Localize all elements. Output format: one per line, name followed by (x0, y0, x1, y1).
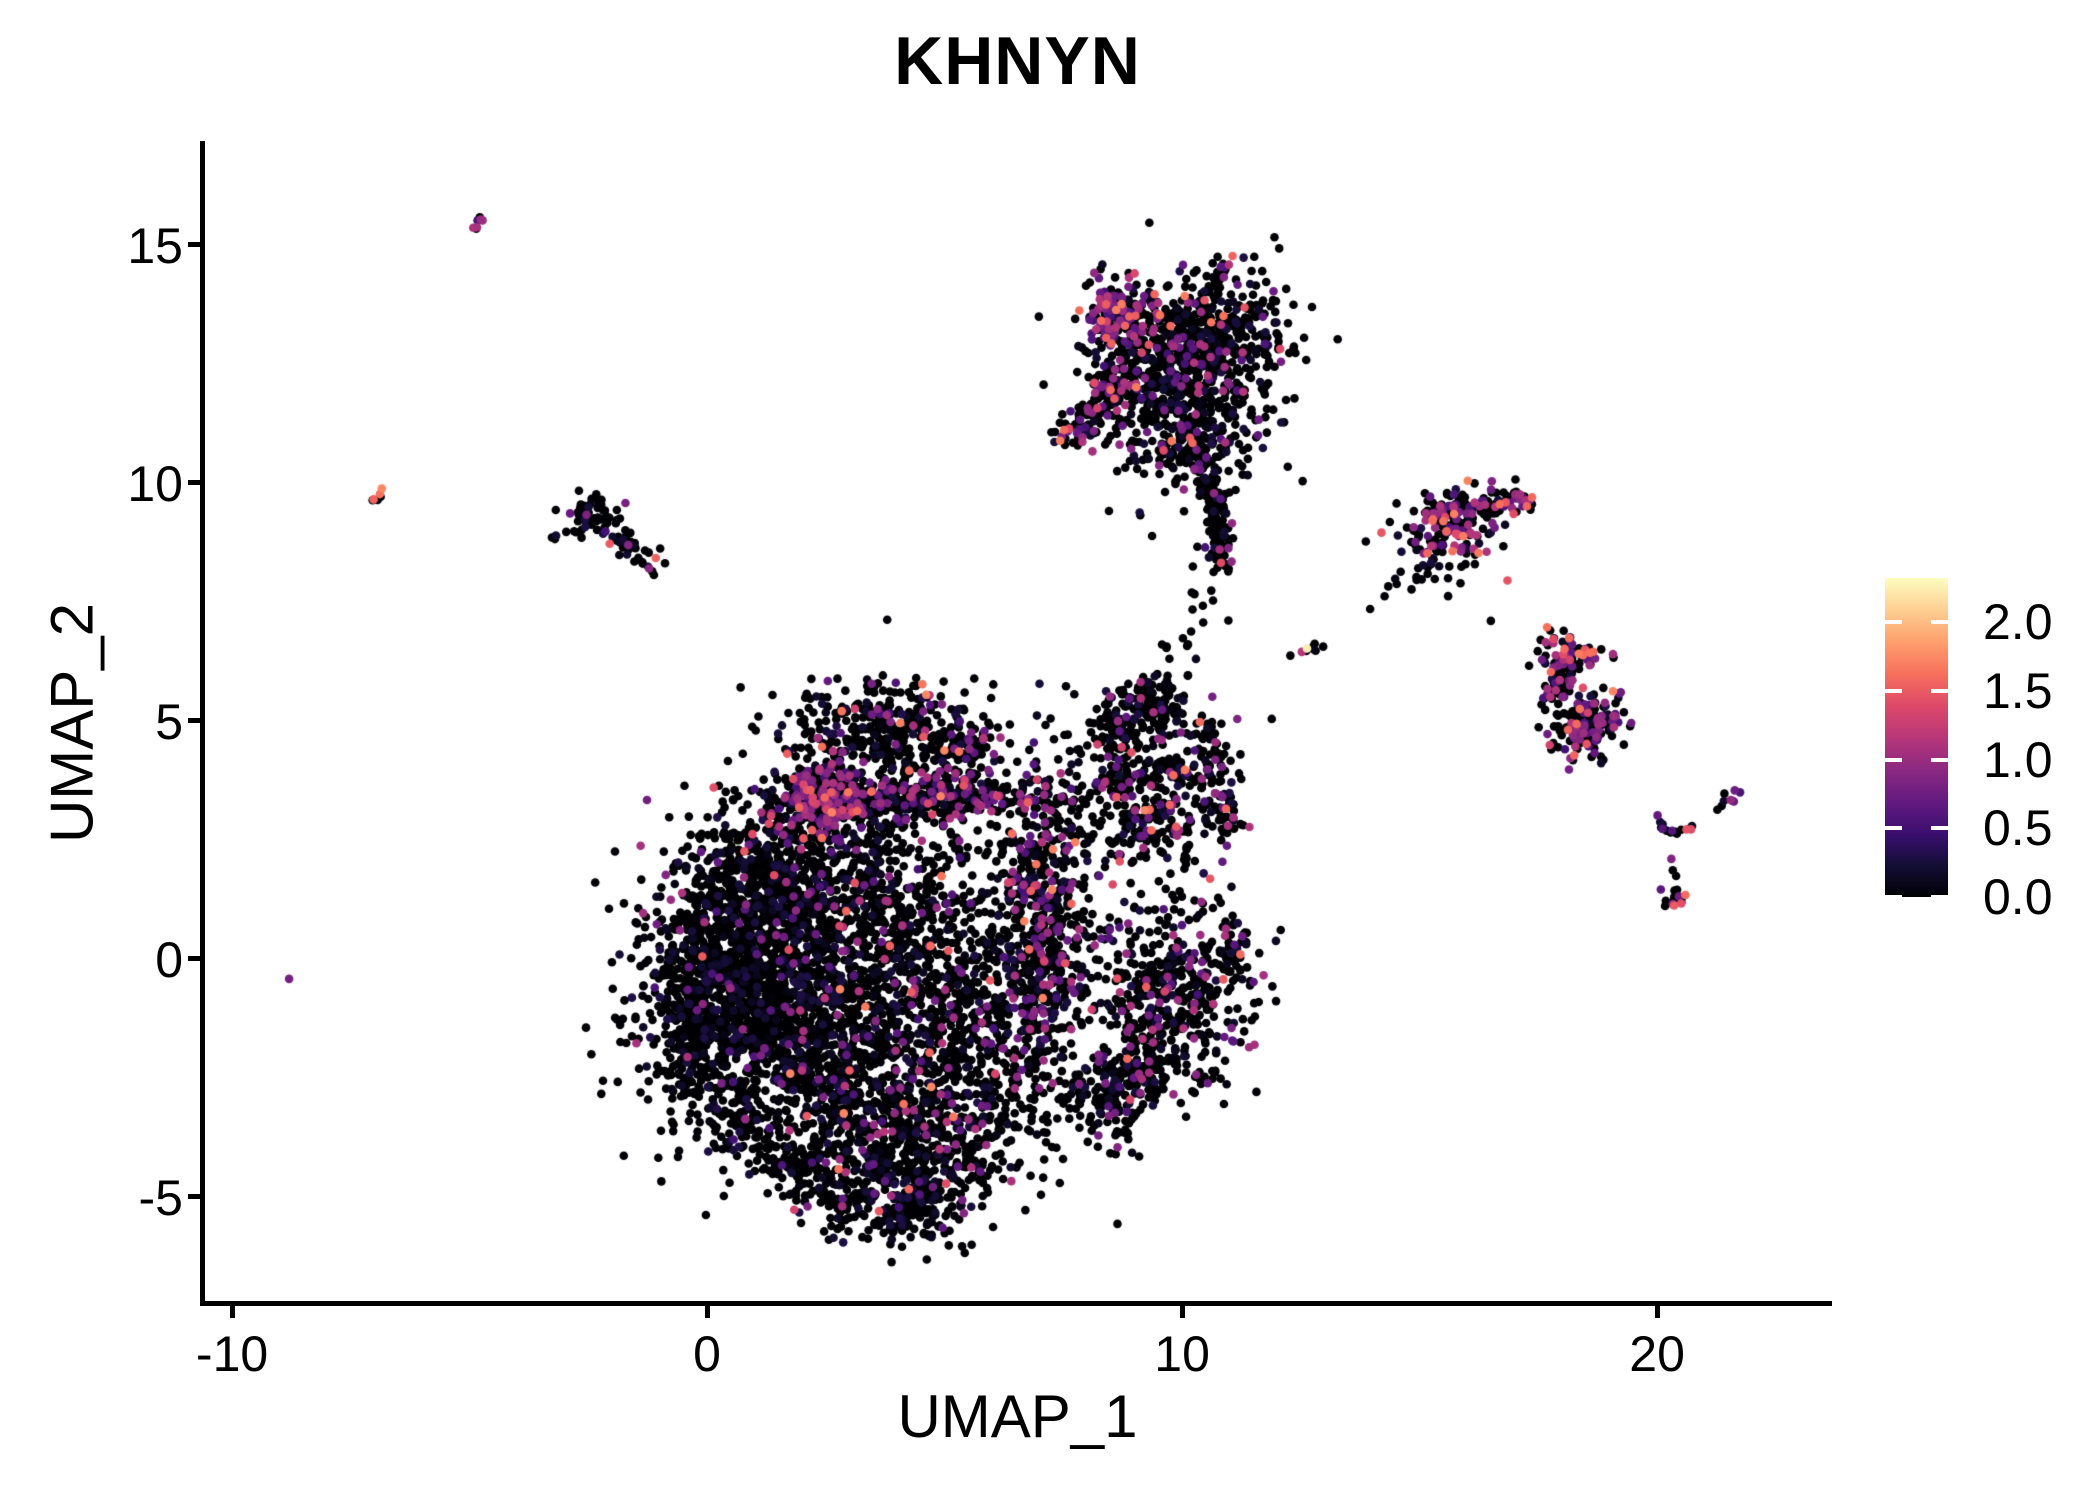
colorbar-tick-mark (1885, 757, 1902, 762)
colorbar-tick-mark (1931, 826, 1948, 831)
y-tick-label: -5 (138, 1169, 183, 1226)
x-tick-mark (704, 1304, 710, 1318)
y-tick-mark (188, 718, 202, 724)
plot-title: KHNYN (894, 23, 1141, 99)
colorbar-tick-label: 1.5 (1983, 662, 2053, 719)
colorbar-tick-mark (1931, 620, 1948, 624)
colorbar-tick-label: 2.0 (1983, 594, 2053, 650)
colorbar-gradient (1885, 578, 1948, 897)
colorbar-tick-mark (1885, 895, 1902, 899)
colorbar-tick-mark (1931, 688, 1948, 693)
x-tick-mark (229, 1304, 235, 1318)
colorbar-tick-label: 0.0 (1983, 869, 2053, 925)
colorbar-tick-label: 1.0 (1983, 731, 2053, 788)
x-axis-line (200, 1301, 1832, 1306)
x-tick-mark (1179, 1304, 1185, 1318)
x-tick-label: 0 (693, 1326, 721, 1382)
y-axis-line (200, 141, 205, 1306)
x-tick-label: 20 (1629, 1326, 1685, 1382)
y-tick-mark (188, 956, 202, 962)
colorbar-tick-mark (1931, 757, 1948, 762)
y-axis-title: UMAP_2 (38, 602, 106, 844)
x-tick-label: -10 (195, 1326, 269, 1382)
y-tick-mark (188, 242, 202, 248)
colorbar-tick-label: 0.5 (1983, 800, 2053, 857)
x-tick-label: 10 (1154, 1326, 1210, 1382)
y-tick-mark (188, 1194, 202, 1200)
x-tick-mark (1654, 1304, 1660, 1318)
colorbar-tick-mark (1931, 895, 1948, 899)
y-tick-label: 0 (155, 931, 183, 988)
x-axis-title: UMAP_1 (897, 1383, 1138, 1450)
y-tick-label: 15 (127, 217, 183, 274)
y-tick-mark (188, 480, 202, 486)
colorbar-tick-mark (1885, 826, 1902, 831)
colorbar-tick-mark (1885, 688, 1902, 693)
colorbar-tick-mark (1885, 620, 1902, 624)
y-tick-label: 10 (127, 455, 183, 512)
y-tick-label: 5 (155, 693, 183, 750)
